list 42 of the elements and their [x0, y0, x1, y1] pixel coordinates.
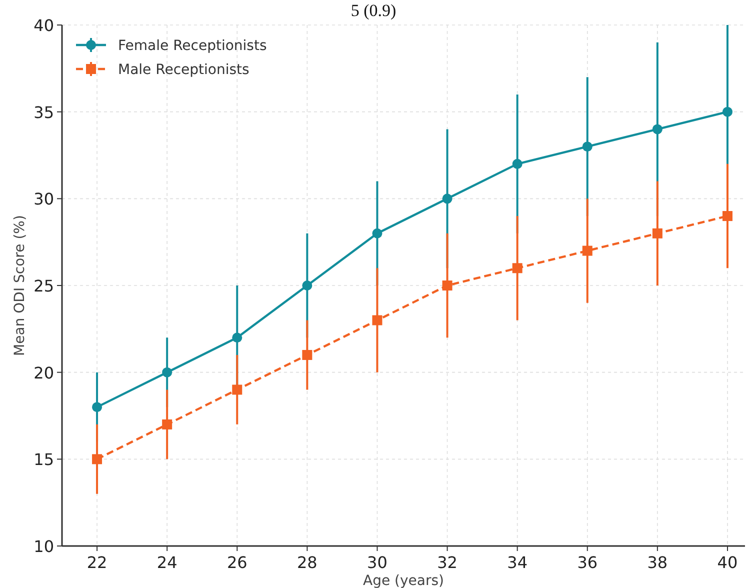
point — [652, 228, 662, 238]
x-tick-label: 38 — [647, 553, 668, 572]
y-tick-label: 30 — [34, 190, 54, 209]
point — [92, 454, 102, 464]
x-tick-label: 30 — [367, 553, 388, 572]
point — [512, 158, 522, 169]
point — [302, 280, 312, 290]
legend-label: Female Receptionists — [118, 38, 267, 54]
point — [722, 211, 732, 222]
x-tick-label: 26 — [226, 553, 248, 572]
y-tick-label: 20 — [34, 363, 54, 382]
point — [582, 142, 592, 152]
point — [582, 246, 592, 256]
point — [442, 194, 452, 204]
x-tick-label: 40 — [717, 553, 738, 572]
point — [302, 350, 312, 360]
y-axis-title: Mean ODI Score (%) — [12, 215, 28, 356]
point — [442, 280, 452, 290]
point — [722, 106, 732, 117]
y-tick-label: 15 — [34, 450, 54, 470]
point — [512, 263, 522, 274]
point — [92, 402, 102, 412]
point — [652, 124, 662, 134]
y-tick-label: 40 — [34, 16, 54, 35]
x-axis-title: Age (years) — [363, 573, 444, 588]
point — [372, 315, 382, 326]
x-tick-label: 22 — [86, 553, 108, 572]
x-tick-label: 28 — [297, 553, 318, 572]
point — [232, 384, 242, 395]
text: 5 (0.9) — [350, 1, 396, 20]
y-tick-label: 35 — [34, 102, 54, 122]
point — [372, 228, 382, 238]
x-tick-label: 32 — [437, 553, 458, 572]
point — [162, 419, 172, 430]
y-tick-label: 10 — [34, 537, 54, 556]
point — [162, 367, 172, 378]
legend-label: Male Receptionists — [118, 62, 250, 78]
y-tick-label: 25 — [34, 276, 54, 296]
x-tick-label: 34 — [507, 553, 528, 572]
x-tick-label: 36 — [577, 553, 598, 572]
x-tick-label: 24 — [156, 553, 178, 572]
point — [232, 332, 242, 343]
